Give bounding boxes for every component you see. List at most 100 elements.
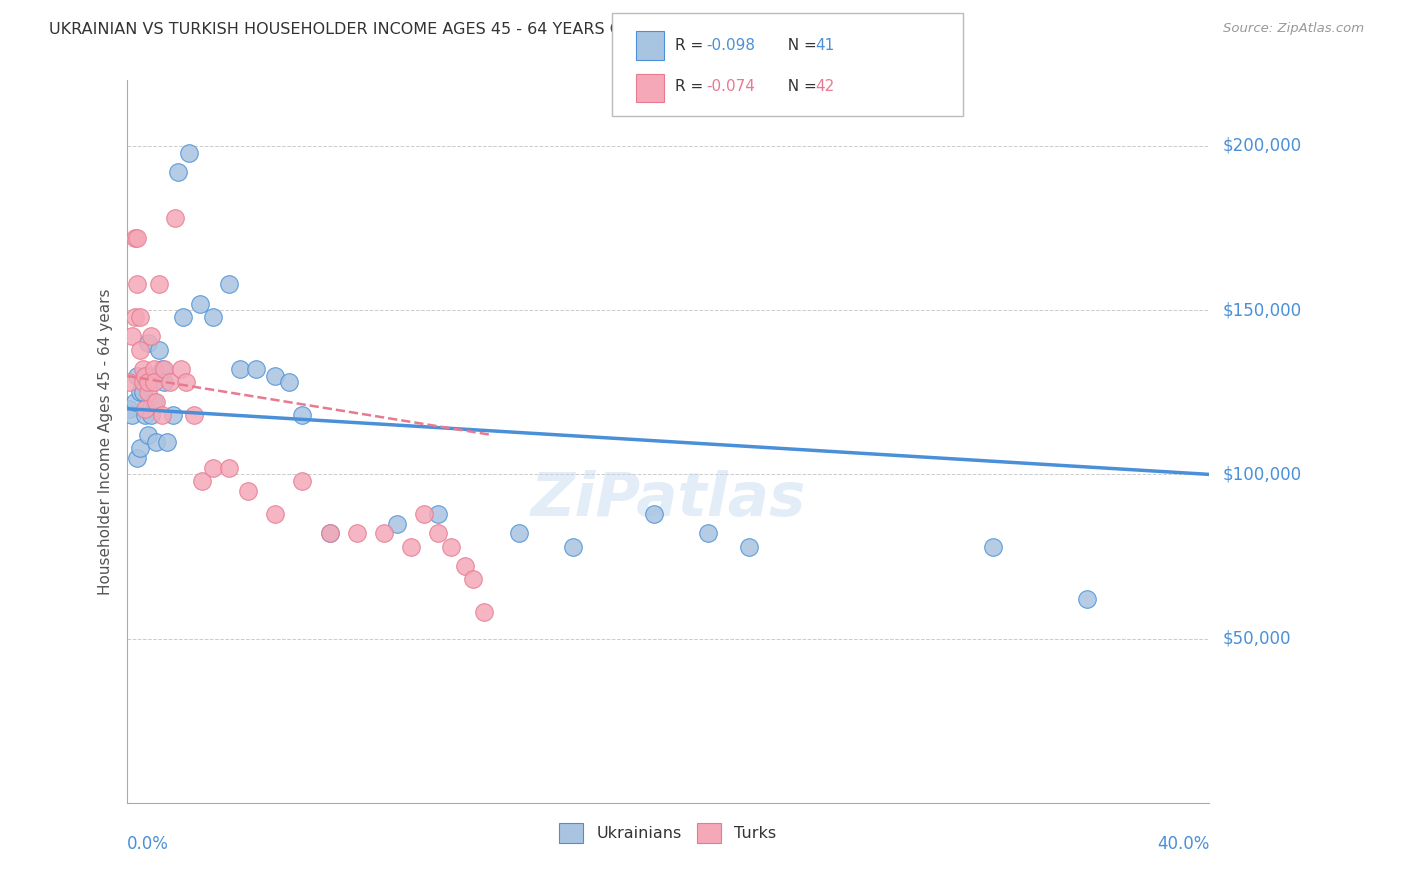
Point — [169, 362, 191, 376]
Text: -0.098: -0.098 — [706, 37, 755, 53]
Point — [129, 343, 152, 357]
Point — [174, 376, 197, 390]
Point — [156, 434, 179, 449]
Point — [697, 526, 720, 541]
Text: UKRAINIAN VS TURKISH HOUSEHOLDER INCOME AGES 45 - 64 YEARS CORRELATION CHART: UKRAINIAN VS TURKISH HOUSEHOLDER INCOME … — [49, 22, 783, 37]
Point — [139, 409, 162, 423]
Point — [127, 231, 149, 245]
Point — [202, 460, 225, 475]
Point — [385, 516, 409, 531]
Point — [346, 526, 368, 541]
Point — [472, 605, 495, 619]
Point — [562, 540, 585, 554]
Text: $50,000: $50,000 — [1223, 630, 1292, 648]
Point — [1076, 592, 1098, 607]
Point — [121, 329, 143, 343]
Text: 0.0%: 0.0% — [127, 835, 169, 854]
Point — [413, 507, 436, 521]
Point — [426, 526, 449, 541]
Point — [139, 329, 162, 343]
Point — [142, 362, 165, 376]
Point — [218, 277, 240, 291]
Point — [124, 395, 146, 409]
Point — [134, 401, 156, 416]
Point — [426, 507, 449, 521]
Point — [129, 441, 152, 455]
Point — [148, 343, 170, 357]
Text: $150,000: $150,000 — [1223, 301, 1302, 319]
Point — [127, 368, 149, 383]
Point — [153, 362, 176, 376]
Text: 40.0%: 40.0% — [1157, 835, 1209, 854]
Point — [981, 540, 1004, 554]
Point — [129, 310, 152, 324]
Text: $100,000: $100,000 — [1223, 466, 1302, 483]
Point — [136, 428, 159, 442]
Point — [373, 526, 395, 541]
Point — [318, 526, 340, 541]
Point — [188, 296, 211, 310]
Point — [132, 376, 155, 390]
Point — [461, 573, 484, 587]
Text: 42: 42 — [815, 78, 835, 94]
Point — [134, 409, 156, 423]
Text: $200,000: $200,000 — [1223, 137, 1302, 155]
Text: R =: R = — [675, 78, 709, 94]
Point — [264, 507, 287, 521]
Point — [191, 474, 214, 488]
Text: N =: N = — [778, 78, 821, 94]
Text: N =: N = — [778, 37, 821, 53]
Point — [165, 211, 187, 226]
Point — [142, 376, 165, 390]
Point — [132, 362, 155, 376]
Text: -0.074: -0.074 — [706, 78, 755, 94]
Point — [440, 540, 463, 554]
Point — [245, 362, 267, 376]
Point — [278, 376, 301, 390]
Point — [167, 165, 190, 179]
Point — [153, 376, 176, 390]
Point — [118, 376, 141, 390]
Point — [136, 385, 159, 400]
Point — [118, 401, 141, 416]
Point — [643, 507, 665, 521]
Point — [127, 450, 149, 465]
Point — [264, 368, 287, 383]
Text: 41: 41 — [815, 37, 835, 53]
Point — [508, 526, 530, 541]
Point — [291, 409, 314, 423]
Point — [134, 368, 156, 383]
Point — [145, 395, 167, 409]
Point — [454, 559, 477, 574]
Point — [318, 526, 340, 541]
Point — [238, 483, 260, 498]
Point — [127, 277, 149, 291]
Point — [132, 385, 155, 400]
Point — [148, 277, 170, 291]
Point — [145, 434, 167, 449]
Point — [136, 376, 159, 390]
Text: Source: ZipAtlas.com: Source: ZipAtlas.com — [1223, 22, 1364, 36]
Point — [162, 409, 184, 423]
Point — [229, 362, 252, 376]
Point — [399, 540, 422, 554]
Text: R =: R = — [675, 37, 709, 53]
Point — [150, 409, 173, 423]
Point — [121, 409, 143, 423]
Point — [177, 145, 200, 160]
Point — [150, 362, 173, 376]
Y-axis label: Householder Income Ages 45 - 64 years: Householder Income Ages 45 - 64 years — [97, 288, 112, 595]
Point — [142, 395, 165, 409]
Point — [134, 368, 156, 383]
Point — [291, 474, 314, 488]
Point — [202, 310, 225, 324]
Point — [738, 540, 761, 554]
Point — [218, 460, 240, 475]
Point — [124, 310, 146, 324]
Legend: Ukrainians, Turks: Ukrainians, Turks — [553, 817, 783, 849]
Point — [129, 385, 152, 400]
Point — [136, 336, 159, 351]
Point — [172, 310, 194, 324]
Point — [124, 231, 146, 245]
Text: ZiPatlas: ZiPatlas — [530, 470, 806, 529]
